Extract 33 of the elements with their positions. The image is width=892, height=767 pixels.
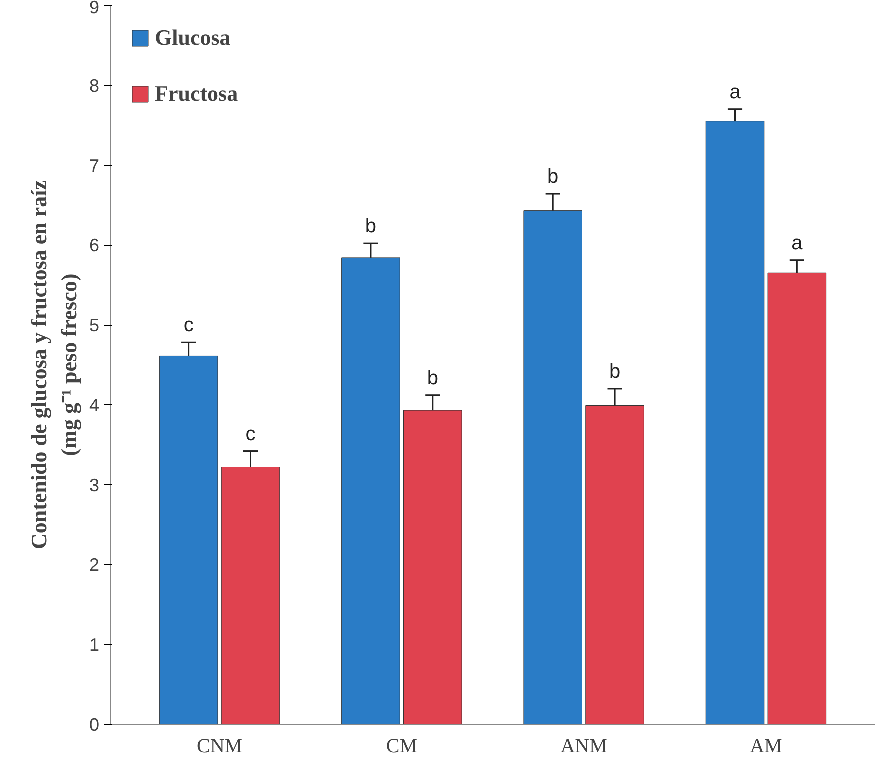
data-label: a (792, 232, 804, 254)
y-tick-label: 1 (89, 635, 100, 656)
y-axis-title: Contenido de glucosa y fructosa en raíz (mg g⁻¹ peso fresco) (26, 180, 82, 550)
bar (159, 356, 218, 724)
bar (524, 210, 582, 724)
x-tick-label: CNM (197, 736, 243, 758)
y-tick-label: 7 (89, 156, 100, 176)
data-label: b (365, 216, 377, 238)
y-tick-label: 0 (89, 715, 100, 735)
data-label: b (548, 166, 559, 188)
y-tick-label: 8 (89, 76, 100, 96)
y-tick-label: 4 (89, 395, 100, 416)
bar (706, 121, 765, 724)
data-label: c (184, 314, 194, 337)
bar (404, 410, 462, 724)
data-label: c (246, 423, 256, 446)
y-tick-label: 5 (89, 316, 100, 336)
bar (221, 467, 280, 724)
bar (586, 405, 644, 724)
data-label: a (730, 81, 742, 104)
legend-label: Glucosa (155, 25, 231, 51)
y-tick-label: 2 (89, 555, 100, 576)
bar (342, 258, 400, 724)
y-tick-label: 3 (89, 475, 100, 496)
data-label: b (609, 360, 621, 383)
x-tick-label: CM (386, 736, 418, 758)
bar (768, 272, 827, 724)
x-tick-label: AM (750, 736, 783, 758)
data-label: b (427, 367, 438, 390)
y-tick-label: 9 (89, 0, 100, 18)
legend-label: Fructosa (155, 81, 238, 107)
x-tick-label: ANM (560, 736, 608, 758)
y-tick-label: 6 (89, 236, 100, 256)
